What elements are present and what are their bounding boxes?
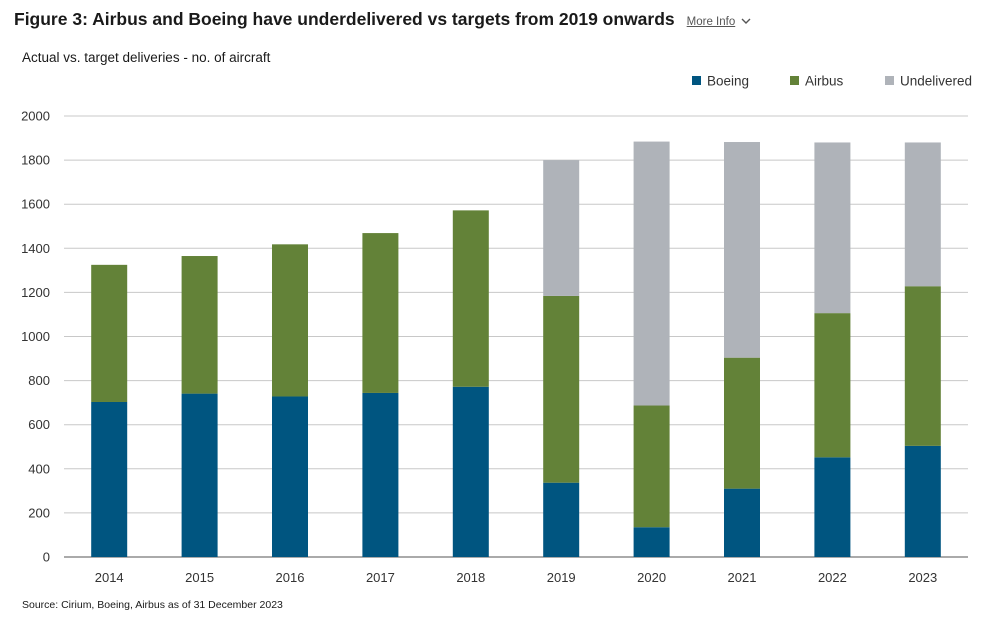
y-axis: 0 200 400 600 800 1000 1200 1400 1600 1800 2000 [21, 109, 50, 565]
bar-boeing-2023 [904, 445, 941, 557]
bar-boeing-2019 [543, 482, 580, 557]
y-tick-label: 1800 [21, 153, 50, 168]
legend-label-boeing: Boeing [707, 74, 749, 89]
x-tick-label: 2015 [185, 570, 214, 585]
chevron-down-icon [741, 18, 751, 24]
x-tick-label: 2019 [547, 570, 576, 585]
bar-boeing-2021 [724, 488, 760, 557]
bar-boeing-2017 [362, 392, 399, 557]
x-tick-label: 2018 [456, 570, 485, 585]
more-info-label: More Info [686, 16, 736, 28]
y-tick-label: 1000 [21, 329, 50, 344]
y-tick-label: 1600 [21, 197, 50, 212]
bar-airbus-2020 [633, 405, 670, 528]
bar-airbus-2021 [724, 357, 760, 489]
source-note: Source: Cirium, Boeing, Airbus as of 31 … [22, 599, 283, 611]
x-tick-label: 2020 [637, 570, 666, 585]
bar-airbus-2017 [362, 233, 399, 393]
y-tick-label: 2000 [21, 109, 50, 124]
bar-boeing-2020 [633, 527, 670, 557]
legend-label-airbus: Airbus [805, 74, 844, 89]
y-tick-label: 1200 [21, 285, 50, 300]
legend-swatch-boeing [692, 76, 701, 85]
bar-boeing-2014 [91, 401, 128, 557]
figure-header: Figure 3: Airbus and Boeing have underde… [14, 9, 751, 30]
bar-airbus-2014 [91, 264, 128, 402]
x-tick-label: 2017 [366, 570, 395, 585]
x-tick-label: 2022 [818, 570, 847, 585]
x-tick-label: 2021 [728, 570, 757, 585]
legend-swatch-undelivered [885, 76, 894, 85]
bar-undelivered-2021 [724, 142, 760, 358]
more-info-link[interactable]: More Info [687, 16, 752, 28]
bar-airbus-2016 [272, 244, 308, 397]
bar-airbus-2018 [452, 210, 489, 387]
y-tick-label: 800 [28, 373, 50, 388]
y-tick-label: 1400 [21, 241, 50, 256]
y-tick-label: 400 [28, 461, 50, 476]
x-tick-label: 2023 [908, 570, 937, 585]
y-tick-label: 0 [43, 550, 50, 565]
bar-boeing-2016 [272, 396, 308, 557]
y-tick-label: 200 [28, 505, 50, 520]
bar-airbus-2019 [543, 295, 580, 483]
x-tick-label: 2014 [95, 570, 124, 585]
bar-boeing-2022 [814, 457, 851, 557]
legend: Boeing Airbus Undelivered [692, 74, 972, 89]
bar-undelivered-2019 [543, 160, 580, 296]
legend-swatch-airbus [790, 76, 799, 85]
bar-airbus-2015 [181, 256, 218, 394]
bar-undelivered-2023 [904, 142, 941, 287]
bar-undelivered-2020 [633, 141, 670, 406]
x-axis: 2014 2015 2016 2017 2018 2019 2020 2021 2022 2023 [95, 570, 938, 585]
x-tick-label: 2016 [276, 570, 305, 585]
bar-airbus-2023 [904, 286, 941, 446]
y-tick-label: 600 [28, 417, 50, 432]
bars [91, 141, 941, 557]
figure-title: Figure 3: Airbus and Boeing have underde… [14, 9, 675, 29]
legend-label-undelivered: Undelivered [900, 74, 972, 89]
bar-boeing-2018 [452, 386, 489, 557]
bar-airbus-2022 [814, 313, 851, 458]
bar-boeing-2015 [181, 393, 218, 557]
bar-undelivered-2022 [814, 142, 851, 314]
chart-subtitle: Actual vs. target deliveries - no. of ai… [22, 50, 271, 65]
